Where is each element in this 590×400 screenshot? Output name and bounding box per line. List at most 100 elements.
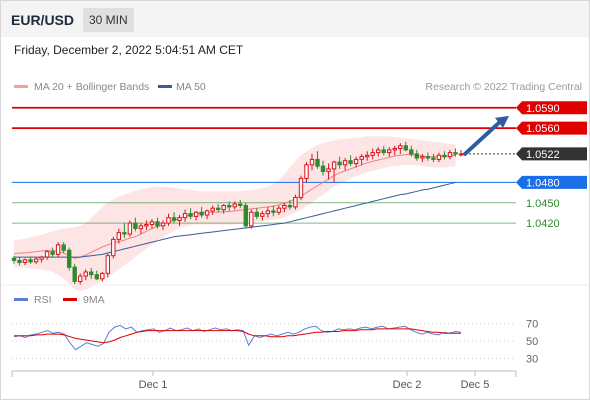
currency-pair-title: EUR/USD: [11, 12, 75, 28]
level-label: 1.0522: [526, 149, 560, 161]
candle: [337, 161, 342, 166]
legend-ma20-label: MA 20 + Bollinger Bands: [34, 81, 149, 93]
candle: [387, 149, 392, 154]
candle: [33, 258, 39, 263]
legend-ma50-label: MA 50: [176, 81, 206, 93]
candle: [254, 211, 260, 217]
candle: [315, 158, 320, 167]
candle: [298, 177, 304, 198]
candle: [216, 207, 221, 211]
candle: [105, 255, 110, 274]
candle: [458, 153, 464, 156]
forecast-arrow-shaft: [463, 118, 503, 156]
candle: [67, 249, 72, 268]
legend-ma20-swatch: [14, 85, 28, 88]
candle: [425, 156, 431, 159]
candle: [160, 222, 166, 227]
level-label-box: [516, 147, 587, 161]
legend-9ma-label: 9MA: [83, 294, 105, 306]
rsi-ma9-line: [14, 328, 461, 344]
legend-rsi-swatch: [14, 298, 28, 301]
level-label: 1.0590: [526, 103, 560, 115]
candle: [138, 225, 144, 230]
candle: [265, 210, 271, 215]
rsi-tick-label: 30: [526, 353, 538, 365]
legend-9ma-swatch: [63, 298, 77, 301]
rsi-tick-label: 50: [526, 336, 538, 348]
candle: [22, 259, 28, 263]
candle: [193, 211, 199, 217]
candle: [122, 232, 127, 235]
candle: [100, 272, 105, 280]
x-tick-label: Dec 5: [461, 379, 490, 391]
candle: [144, 224, 149, 227]
candle: [116, 232, 121, 240]
candle: [155, 221, 160, 227]
candle: [89, 271, 94, 276]
candle: [420, 156, 425, 159]
candle: [177, 217, 182, 221]
timestamp-line: Friday, December 2, 2022 5:04:51 AM CET: [14, 43, 244, 57]
candle: [55, 244, 61, 255]
candle: [227, 205, 232, 208]
candle: [199, 211, 204, 216]
rsi-tick-label: 70: [526, 319, 538, 331]
candle: [376, 149, 381, 154]
candle: [442, 154, 447, 158]
candle: [447, 152, 453, 158]
candle: [204, 210, 210, 216]
candle: [342, 160, 348, 166]
candle: [39, 256, 44, 260]
candle: [381, 149, 386, 154]
candle: [149, 221, 155, 226]
legend-rsi-label: RSI: [34, 294, 52, 306]
candle: [210, 207, 215, 212]
bollinger-band: [14, 136, 456, 291]
candle: [94, 274, 99, 280]
candle: [370, 152, 375, 156]
candle: [409, 149, 414, 155]
level-label: 1.0450: [526, 198, 560, 210]
candle: [431, 157, 436, 160]
candle: [182, 213, 188, 219]
candle: [414, 153, 420, 159]
x-tick-label: Dec 2: [393, 379, 422, 391]
candle: [453, 152, 458, 155]
candle: [320, 165, 326, 173]
candle: [238, 203, 243, 207]
candle: [221, 205, 226, 211]
level-label-box: [516, 175, 587, 189]
candle: [188, 213, 193, 217]
legend-ma50-swatch: [158, 85, 172, 88]
candle: [249, 211, 254, 227]
candle: [243, 205, 249, 227]
candle: [127, 222, 133, 235]
candle: [232, 203, 237, 208]
candle: [276, 207, 282, 213]
forecast-arrow-head: [495, 115, 509, 128]
candle: [359, 156, 364, 160]
candle: [50, 251, 55, 255]
candle: [304, 164, 309, 179]
rsi-line: [13, 324, 462, 351]
candle: [111, 238, 116, 257]
timeframe-badge[interactable]: 30 MIN: [83, 8, 134, 32]
candle: [293, 196, 298, 208]
candle: [326, 168, 331, 173]
candle: [171, 217, 177, 221]
candle: [365, 154, 370, 158]
candle: [61, 244, 66, 251]
credit-text: Research © 2022 Trading Central: [425, 81, 582, 93]
candle: [28, 259, 33, 263]
candle: [11, 257, 17, 261]
candle: [309, 158, 315, 166]
candle: [17, 260, 22, 263]
chart-header: EUR/USD 30 MIN: [1, 1, 589, 37]
candle: [282, 205, 287, 209]
candle: [166, 217, 171, 224]
candle: [133, 222, 138, 230]
x-tick-label: Dec 1: [139, 379, 168, 391]
level-label: 1.0560: [526, 123, 560, 135]
level-label-box: [516, 101, 587, 115]
